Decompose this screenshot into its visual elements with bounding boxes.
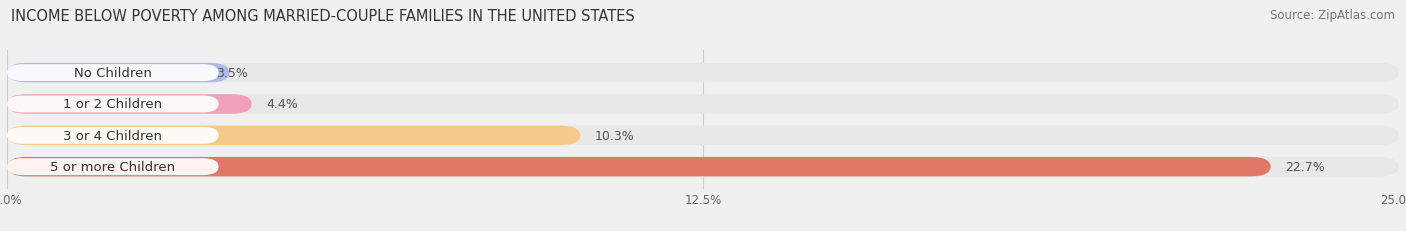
Text: No Children: No Children: [75, 67, 152, 80]
Text: 4.4%: 4.4%: [266, 98, 298, 111]
FancyBboxPatch shape: [7, 95, 1399, 114]
Text: Source: ZipAtlas.com: Source: ZipAtlas.com: [1270, 9, 1395, 22]
Text: 10.3%: 10.3%: [595, 129, 634, 142]
FancyBboxPatch shape: [7, 126, 581, 145]
FancyBboxPatch shape: [7, 157, 1271, 177]
FancyBboxPatch shape: [7, 126, 1399, 145]
FancyBboxPatch shape: [7, 127, 218, 144]
Text: 1 or 2 Children: 1 or 2 Children: [63, 98, 162, 111]
Text: 3.5%: 3.5%: [217, 67, 247, 80]
FancyBboxPatch shape: [7, 64, 1399, 83]
Text: 5 or more Children: 5 or more Children: [51, 161, 176, 173]
FancyBboxPatch shape: [7, 64, 229, 83]
Text: 3 or 4 Children: 3 or 4 Children: [63, 129, 162, 142]
Text: INCOME BELOW POVERTY AMONG MARRIED-COUPLE FAMILIES IN THE UNITED STATES: INCOME BELOW POVERTY AMONG MARRIED-COUPL…: [11, 9, 636, 24]
FancyBboxPatch shape: [7, 95, 252, 114]
Text: 22.7%: 22.7%: [1285, 161, 1324, 173]
FancyBboxPatch shape: [7, 96, 218, 113]
FancyBboxPatch shape: [7, 158, 218, 175]
FancyBboxPatch shape: [7, 65, 218, 82]
FancyBboxPatch shape: [7, 157, 1399, 177]
